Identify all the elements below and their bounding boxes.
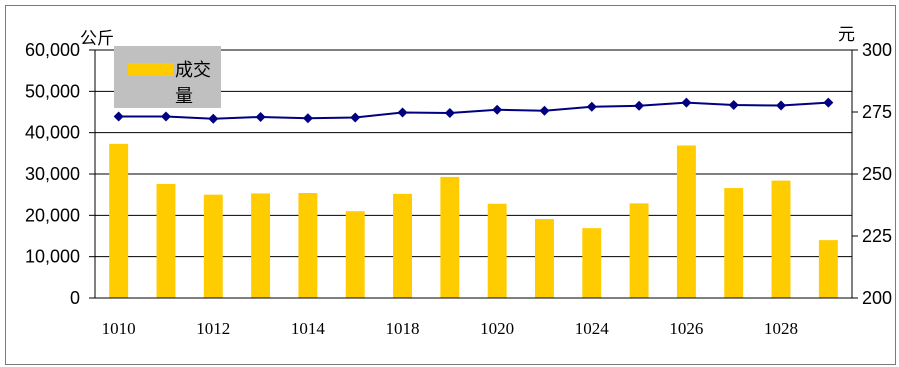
price-line [113,97,834,124]
price-marker [728,100,739,111]
x-tick-label: 1028 [764,319,798,338]
price-marker [681,97,692,108]
left-tick-label: 20,000 [25,205,80,225]
x-tick-label: 1020 [480,319,514,338]
price-marker [634,100,645,111]
volume-bar [109,143,129,298]
legend-box [114,46,221,108]
price-marker [492,104,503,115]
right-tick-label: 225 [862,226,892,246]
x-tick-label: 1014 [291,319,326,338]
right-tick-label: 275 [862,102,892,122]
price-marker [255,111,266,122]
volume-bar [298,193,318,298]
x-tick-label: 1026 [669,319,703,338]
legend-swatch-volume [128,63,173,76]
left-tick-label: 10,000 [25,247,80,267]
left-tick-label: 0 [70,288,80,308]
price-marker [444,107,455,118]
x-tick-label: 1024 [575,319,610,338]
volume-bar [676,145,696,298]
x-tick-label: 1018 [386,319,420,338]
right-tick-label: 250 [862,164,892,184]
volume-bar [203,194,223,298]
price-marker [823,97,834,108]
volume-bar [440,176,460,298]
price-marker [113,111,124,122]
volume-bar [487,203,507,298]
legend: 成交 量 [114,46,221,108]
price-marker [302,113,313,124]
left-tick-label: 40,000 [25,123,80,143]
x-tick-label: 1010 [102,319,136,338]
volume-bar [771,180,791,298]
price-marker [776,100,787,111]
left-tick-label: 30,000 [25,164,80,184]
legend-label-line2: 量 [175,86,193,107]
legend-label-line1: 成交 [175,60,211,81]
volume-bar [535,219,554,298]
price-line-path [118,101,829,120]
price-marker [539,105,550,116]
volume-bar [393,193,412,298]
right-tick-label: 200 [862,288,892,308]
axes: 0 10,000 20,000 30,000 40,000 50,000 60,000 200… [25,40,892,338]
volume-bar [156,183,176,298]
price-marker [397,107,408,118]
right-axis-unit: 元 [838,25,855,45]
left-tick-label: 60,000 [25,40,80,60]
left-axis-unit: 公斤 [80,29,114,49]
volume-bar [582,228,602,298]
volume-bar [818,240,838,298]
price-marker [160,111,171,122]
left-tick-label: 50,000 [25,81,80,101]
volume-bar [724,188,744,298]
price-marker [350,112,361,123]
right-tick-label: 300 [862,40,892,60]
volume-bar [629,203,649,298]
volume-bar [251,193,271,298]
price-marker [208,113,219,124]
x-tick-label: 1012 [196,319,230,338]
bars [109,143,838,298]
volume-bar [345,211,365,298]
price-marker [586,101,597,112]
